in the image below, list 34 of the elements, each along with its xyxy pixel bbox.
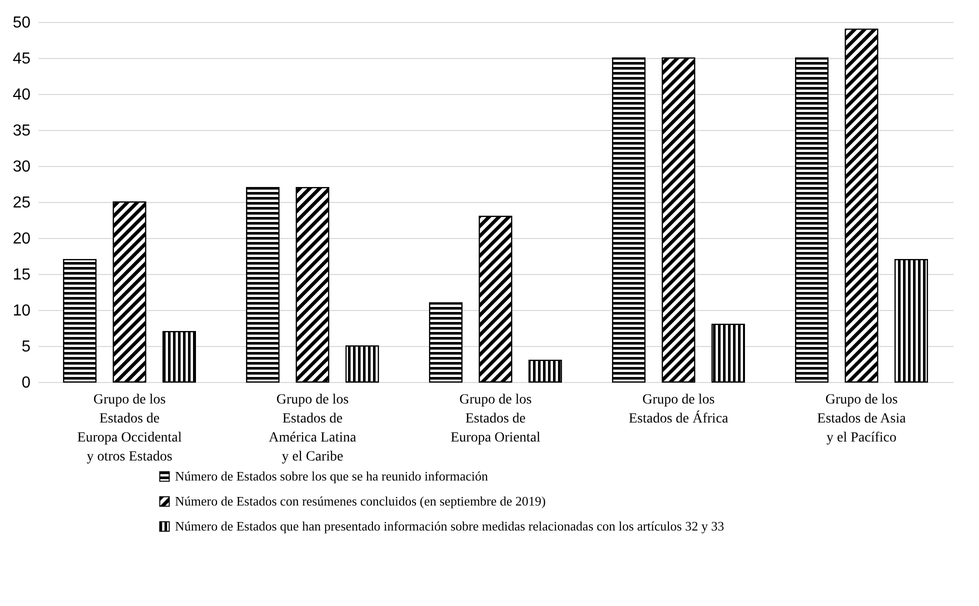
y-tick-label: 25 bbox=[12, 194, 31, 212]
bar bbox=[612, 57, 646, 383]
y-tick-label: 45 bbox=[12, 50, 31, 68]
bar bbox=[528, 360, 562, 383]
y-tick-label: 30 bbox=[12, 158, 31, 176]
bar bbox=[63, 259, 97, 383]
bar bbox=[894, 259, 928, 383]
y-tick-label: 15 bbox=[12, 266, 31, 284]
bar bbox=[711, 324, 745, 383]
x-tick-label: Grupo de los Estados de Asia y el Pacífico bbox=[817, 392, 907, 446]
y-tick-label: 50 bbox=[12, 14, 31, 32]
legend-label: Número de Estados sobre los que se ha reunido información bbox=[175, 468, 489, 484]
legend-label: Número de Estados que han presentado información sobre medidas relacionadas con los artículos 32 y 33 bbox=[175, 518, 724, 534]
x-tick-label: Grupo de los Estados de Europa Occidental y otros Estados bbox=[77, 392, 182, 464]
bar bbox=[345, 345, 379, 383]
bar bbox=[296, 187, 330, 383]
bar bbox=[112, 201, 146, 383]
x-tick-label: Grupo de los Estados de Europa Oriental bbox=[450, 392, 541, 446]
bar bbox=[162, 331, 196, 383]
y-tick-label: 10 bbox=[12, 302, 31, 320]
y-tick-label: 40 bbox=[12, 86, 31, 104]
bar bbox=[795, 57, 829, 383]
bar bbox=[429, 302, 463, 383]
y-tick-label: 0 bbox=[22, 374, 31, 392]
bar bbox=[662, 57, 696, 383]
y-tick-label: 5 bbox=[22, 338, 31, 356]
x-tick-label: Grupo de los Estados de África bbox=[628, 392, 730, 426]
y-tick-label: 20 bbox=[12, 230, 31, 248]
bar bbox=[844, 28, 878, 383]
bar bbox=[478, 216, 512, 383]
y-tick-label: 35 bbox=[12, 122, 31, 140]
legend-label: Número de Estados con resúmenes concluidos (en septiembre de 2019) bbox=[175, 494, 546, 508]
x-tick-label: Grupo de los Estados de América Latina y el Caribe bbox=[268, 392, 358, 464]
bar bbox=[246, 187, 280, 383]
